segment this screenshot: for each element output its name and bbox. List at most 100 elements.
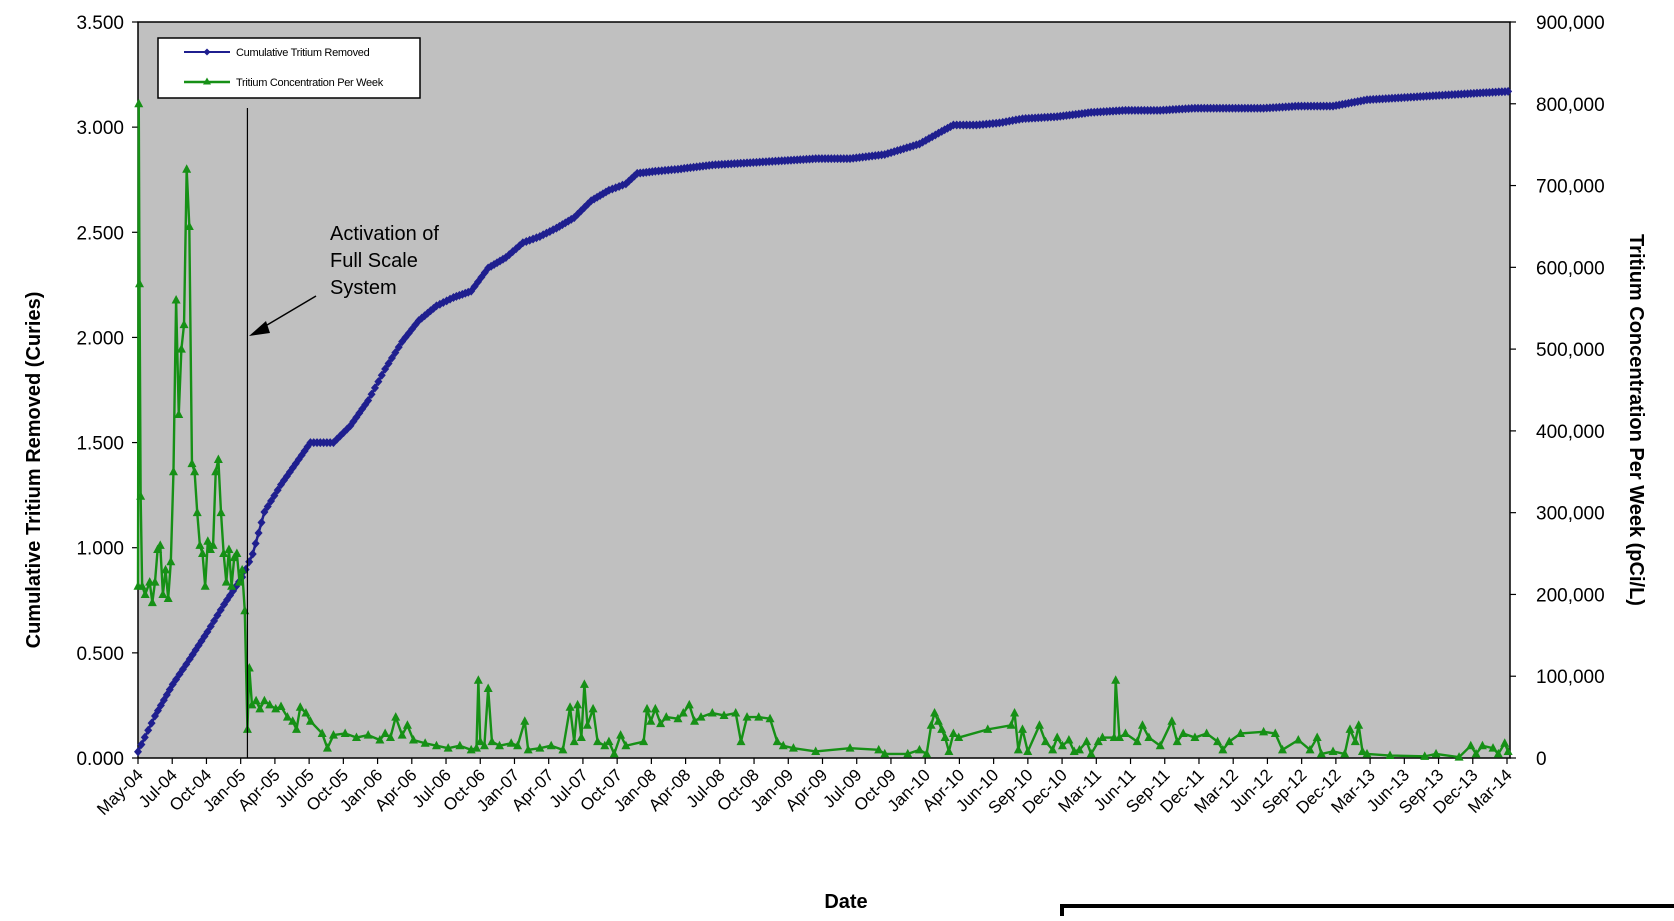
triangle-marker: [1312, 732, 1322, 742]
diamond-marker: [377, 370, 386, 380]
triangle-marker: [523, 744, 533, 754]
triangle-marker: [155, 540, 165, 549]
triangle-marker: [1190, 732, 1200, 742]
right-tick-label: 0: [1536, 749, 1547, 770]
triangle-marker: [1259, 726, 1269, 736]
triangle-marker: [473, 675, 483, 684]
triangle-marker: [845, 743, 855, 752]
triangle-marker: [203, 536, 213, 545]
diamond-marker: [267, 496, 276, 506]
diamond-marker: [273, 485, 282, 495]
triangle-marker: [340, 728, 350, 737]
triangle-marker: [1420, 751, 1430, 760]
triangle-marker: [933, 716, 943, 725]
triangle-marker: [778, 740, 788, 750]
triangle-marker: [1086, 748, 1096, 758]
triangle-marker: [328, 730, 338, 739]
triangle-marker: [1431, 748, 1441, 758]
triangle-marker: [135, 278, 145, 288]
triangle-marker: [609, 748, 619, 758]
diamond-marker: [387, 353, 396, 363]
triangle-marker: [1132, 736, 1142, 746]
triangle-marker: [696, 712, 706, 721]
triangle-marker: [1270, 728, 1280, 737]
triangle-marker: [1144, 732, 1154, 742]
triangle-marker: [684, 699, 694, 709]
triangle-marker: [455, 740, 465, 750]
triangle-marker: [948, 728, 958, 737]
legend: Cumulative Tritium Removed Tritium Concen…: [157, 37, 421, 99]
triangle-marker: [1064, 735, 1074, 744]
triangle-marker: [1316, 748, 1326, 758]
triangle-marker: [1052, 732, 1062, 742]
triangle-marker: [301, 708, 311, 717]
triangle-marker: [380, 728, 390, 737]
triangle-marker: [690, 716, 700, 725]
right-tick-label: 900,000: [1536, 13, 1605, 34]
triangle-marker: [479, 740, 489, 750]
triangle-marker: [1293, 735, 1303, 744]
triangle-marker: [1057, 740, 1067, 750]
annotation-arrow-shaft: [261, 295, 317, 329]
triangle-marker: [140, 589, 150, 598]
triangle-marker: [1013, 744, 1023, 754]
triangle-marker: [940, 732, 950, 742]
left-tick-label: 0.500: [76, 644, 124, 665]
triangle-marker: [1493, 748, 1503, 758]
triangle-marker: [276, 701, 286, 710]
triangle-marker: [506, 738, 516, 747]
triangle-marker: [914, 744, 924, 754]
triangle-marker: [1120, 728, 1130, 737]
right-axis-ticks: 0 100,000 200,000 300,000 400,000 500,000 600,…: [1510, 13, 1605, 770]
diamond-marker: [367, 389, 376, 399]
diamond-marker: [210, 616, 219, 626]
triangle-marker: [158, 589, 168, 598]
right-tick-label: 200,000: [1536, 585, 1605, 606]
legend-triangle-marker: [203, 77, 211, 85]
triangle-marker: [1362, 748, 1372, 758]
triangle-marker: [1471, 748, 1481, 758]
triangle-marker: [1277, 744, 1287, 754]
diamond-marker: [144, 725, 153, 735]
triangle-marker: [385, 732, 395, 742]
triangle-marker: [322, 743, 332, 752]
triangle-marker: [930, 708, 940, 717]
series-layer: [133, 86, 1513, 761]
right-tick-label: 600,000: [1536, 258, 1605, 279]
triangle-marker: [288, 716, 298, 725]
triangle-marker: [134, 98, 144, 108]
triangle-marker: [1111, 675, 1121, 684]
left-tick-label: 3.000: [76, 118, 124, 139]
legend-box: [157, 37, 421, 99]
diamond-marker: [248, 549, 257, 559]
triangle-marker: [282, 712, 292, 721]
triangle-marker: [874, 744, 884, 754]
triangle-marker: [182, 164, 192, 173]
diamond-marker: [384, 359, 393, 369]
triangle-marker: [1202, 728, 1212, 737]
triangle-marker: [375, 735, 385, 744]
diamond-marker: [1504, 86, 1513, 96]
triangle-marker: [646, 716, 656, 725]
left-tick-label: 1.000: [76, 539, 124, 560]
x-tick-label: May-04: [93, 765, 147, 819]
triangle-marker: [1034, 720, 1044, 729]
triangle-marker: [582, 720, 592, 729]
triangle-marker: [1010, 708, 1020, 717]
triangle-marker: [494, 740, 504, 750]
diamond-marker: [943, 123, 952, 133]
triangle-marker: [168, 466, 178, 476]
triangle-marker: [579, 679, 589, 688]
triangle-marker: [171, 295, 181, 304]
left-axis-title: Cumulative Tritium Removed (Curies): [23, 292, 45, 649]
triangle-marker: [937, 724, 947, 733]
triangle-marker: [200, 581, 210, 590]
plot-area: [137, 21, 1511, 759]
diamond-marker: [374, 377, 383, 387]
right-tick-label: 300,000: [1536, 504, 1605, 525]
triangle-marker: [1023, 746, 1033, 755]
triangle-marker: [1172, 736, 1182, 746]
triangle-marker: [1224, 736, 1234, 746]
triangle-marker: [1385, 750, 1395, 760]
triangle-marker: [431, 740, 441, 750]
